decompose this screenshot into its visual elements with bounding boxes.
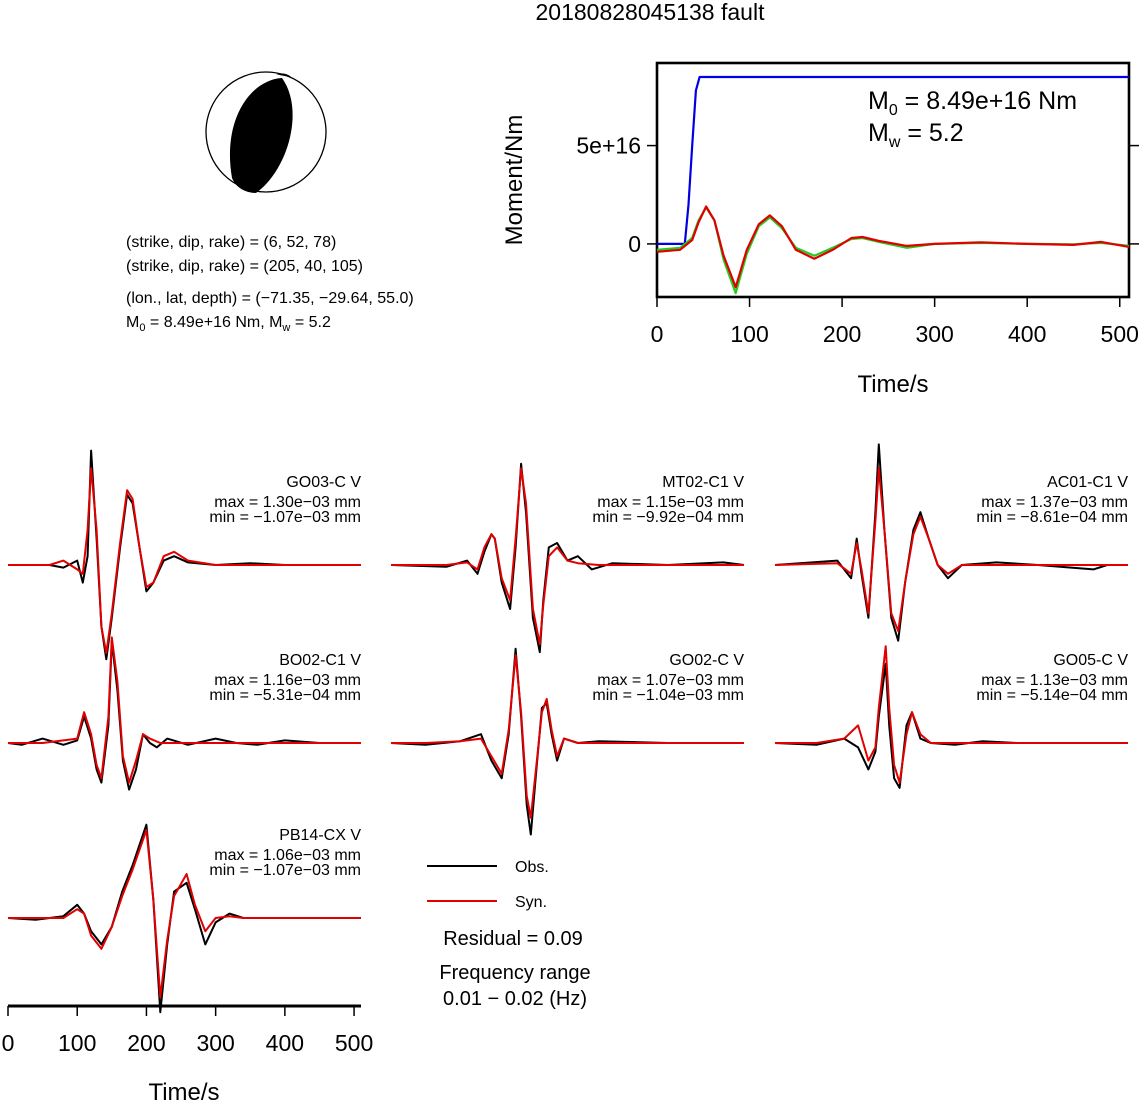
legend-syn-label: Syn. (515, 894, 547, 911)
station-max: max = 1.37e−03 mm (981, 494, 1128, 511)
frequency-range: 0.01 − 0.02 (Hz) (443, 988, 587, 1010)
synthetic-trace (391, 654, 744, 819)
station-max: max = 1.07e−03 mm (597, 672, 744, 689)
legend-obs-label: Obs. (515, 859, 549, 876)
observed-trace (390, 462, 745, 654)
moment-mw-label: Mw = 5.2 (868, 119, 964, 151)
station-max: max = 1.30e−03 mm (214, 494, 361, 511)
moment-ytick-label: 5e+16 (576, 133, 641, 159)
residual-text: Residual = 0.09 (443, 928, 583, 950)
synthetic-trace (8, 829, 361, 999)
beachball-icon (205, 71, 327, 193)
frequency-title: Frequency range (439, 962, 590, 984)
waveform-xlabel: Time/s (148, 1079, 219, 1104)
station-label: MT02-C1 V (662, 474, 744, 491)
station-label: GO02-C V (669, 652, 744, 669)
moment-ylabel: Moment/Nm (501, 115, 528, 246)
moment-xtick-label: 100 (730, 321, 768, 347)
waveform-xtick-label: 100 (58, 1030, 96, 1056)
observed-trace (774, 662, 1128, 789)
moment-frame (655, 61, 1131, 299)
moment-xtick-label: 0 (651, 321, 664, 347)
synthetic-trace (774, 467, 1128, 632)
station-label: PB14-CX V (279, 827, 361, 844)
nodal-plane-2: (strike, dip, rake) = (205, 40, 105) (126, 258, 363, 275)
station-label: AC01-C1 V (1047, 474, 1128, 491)
station-min: min = −5.14e−04 mm (976, 687, 1128, 704)
moment-xtick-label: 200 (823, 321, 861, 347)
synthetic-trace (775, 645, 1128, 784)
station-min: min = −5.31e−04 mm (209, 687, 361, 704)
station-max: max = 1.15e−03 mm (597, 494, 744, 511)
waveform-xtick-label: 300 (196, 1030, 234, 1056)
station-min: min = −1.07e−03 mm (209, 509, 361, 526)
nodal-plane-1: (strike, dip, rake) = (6, 52, 78) (126, 234, 336, 251)
waveform-xtick-label: 0 (2, 1030, 15, 1056)
station-max: max = 1.13e−03 mm (981, 672, 1128, 689)
figure-title: 20180828045138 fault (536, 0, 766, 25)
legend: Obs. Syn. (427, 859, 549, 911)
synthetic-trace (8, 467, 361, 654)
station-max: max = 1.06e−03 mm (214, 847, 361, 864)
moment-m0-label: M0 = 8.49e+16 Nm (868, 87, 1077, 119)
station-label: GO03-C V (286, 474, 361, 491)
station-max: max = 1.16e−03 mm (214, 672, 361, 689)
moment-xlabel: Time/s (857, 371, 928, 398)
mechanism-text: (strike, dip, rake) = (6, 52, 78) (strik… (126, 234, 414, 334)
location-text: (lon., lat, depth) = (−71.35, −29.64, 55… (126, 290, 414, 307)
waveform-xtick-label: 200 (127, 1030, 165, 1056)
moment-xtick-label: 500 (1101, 321, 1139, 347)
synthetic-trace (391, 467, 744, 646)
station-min: min = −1.07e−03 mm (209, 862, 361, 879)
station-label: GO05-C V (1053, 652, 1128, 669)
station-min: min = −8.61e−04 mm (976, 509, 1128, 526)
waveform-xtick-label: 500 (335, 1030, 373, 1056)
moment-axes: 0 100 200 300 400 500 0 5e+16 (576, 133, 1139, 347)
moment-series-red (656, 205, 1130, 289)
moment-xtick-label: 300 (915, 321, 953, 347)
station-min: min = −1.04e−03 mm (592, 687, 744, 704)
magnitude-text: M0 = 8.49e+16 Nm, Mw = 5.2 (126, 314, 331, 334)
synthetic-trace (8, 636, 361, 784)
station-min: min = −9.92e−04 mm (592, 509, 744, 526)
moment-ytick-label: 0 (628, 231, 641, 257)
station-label: BO02-C1 V (279, 652, 361, 669)
waveform-xtick-label: 400 (266, 1030, 304, 1056)
waveform-time-axis: 0 100 200 300 400 500 (2, 1004, 373, 1056)
moment-xtick-label: 400 (1008, 321, 1046, 347)
moment-series (656, 75, 1130, 295)
moment-series-green (656, 206, 1130, 295)
